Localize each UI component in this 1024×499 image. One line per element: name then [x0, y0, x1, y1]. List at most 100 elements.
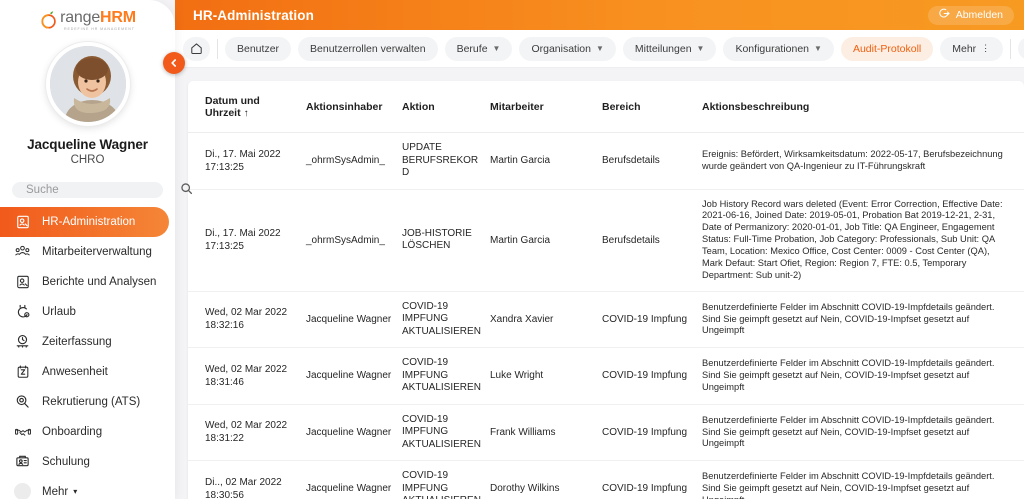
cell-owner: Jacqueline Wagner	[306, 291, 402, 349]
sidebar-item-hr-administration[interactable]: HR-Administration	[0, 206, 169, 237]
user-role: CHRO	[70, 153, 105, 166]
time-icon	[14, 334, 31, 349]
nav-pill-more[interactable]: Mehr ⋮	[940, 36, 1004, 61]
sidebar-item-rekrutierung-ats[interactable]: Rekrutierung (ATS)	[0, 387, 169, 417]
cell-area: COVID-19 Impfung	[602, 347, 702, 405]
logout-button[interactable]: Abmelden	[927, 5, 1014, 25]
cell-description: Benutzerdefinierte Felder im Abschnitt C…	[702, 291, 1024, 349]
cell-action: COVID-19 IMPFUNG AKTUALISIEREN	[402, 347, 490, 405]
home-icon[interactable]	[183, 36, 210, 61]
page-title: HR-Administration	[193, 7, 314, 23]
admin-icon	[14, 215, 31, 229]
table-header: Datum und Uhrzeit ↑ Aktionsinhaber Aktion…	[188, 81, 1024, 133]
nav-pill-berufe[interactable]: Berufe ▼	[444, 36, 513, 61]
table-row[interactable]: Wed, 02 Mar 2022 18:31:22 Jacqueline Wag…	[188, 404, 1024, 462]
search-input[interactable]	[26, 183, 180, 196]
table-row[interactable]: Di., 17. Mai 2022 17:13:25 _ohrmSysAdmin…	[188, 132, 1024, 190]
column-header-date[interactable]: Datum und Uhrzeit ↑	[188, 81, 306, 133]
recruitment-icon	[14, 394, 31, 409]
cell-area: COVID-19 Impfung	[602, 460, 702, 499]
navbar-actions: ?	[1010, 37, 1024, 60]
sidebar-item-zeiterfassung[interactable]: Zeiterfassung	[0, 327, 169, 357]
search-icon[interactable]	[180, 182, 193, 198]
column-header-employee[interactable]: Mitarbeiter	[490, 81, 602, 133]
nav-pill-label: Audit-Protokoll	[852, 42, 922, 55]
orange-logo-icon	[39, 10, 59, 30]
cell-owner: Jacqueline Wagner	[306, 347, 402, 405]
column-header-owner[interactable]: Aktionsinhaber	[306, 81, 402, 133]
column-header-area[interactable]: Bereich	[602, 81, 702, 133]
nav-pill-konfigurationen[interactable]: Konfigurationen ▼	[723, 36, 834, 61]
report-icon	[14, 275, 31, 289]
cell-description: Benutzerdefinierte Felder im Abschnitt C…	[702, 404, 1024, 462]
cell-action: COVID-19 IMPFUNG AKTUALISIEREN	[402, 404, 490, 462]
sidebar-item-label: Rekrutierung (ATS)	[42, 395, 141, 408]
nav-pill-label: Organisation	[531, 42, 591, 55]
brand-logo[interactable]: rangeHRM REDEFINE HR MANAGEMENT	[0, 0, 175, 36]
nav-pill-label: Konfigurationen	[735, 42, 810, 55]
sidebar-item-onboarding[interactable]: Onboarding	[0, 417, 169, 447]
table-row[interactable]: Wed, 02 Mar 2022 18:31:46 Jacqueline Wag…	[188, 347, 1024, 405]
training-icon	[14, 454, 31, 469]
cell-owner: _ohrmSysAdmin_	[306, 189, 402, 292]
cell-action: UPDATE BERUFSREKORD	[402, 132, 490, 190]
user-name: Jacqueline Wagner	[27, 136, 148, 152]
cell-employee: Martin Garcia	[490, 189, 602, 292]
avatar-container	[0, 41, 175, 126]
cell-date: Di., 17. Mai 2022 17:13:25	[188, 132, 306, 190]
nav-pill-organisation[interactable]: Organisation ▼	[519, 36, 616, 61]
nav-divider	[1010, 38, 1012, 59]
cell-action: COVID-19 IMPFUNG AKTUALISIEREN	[402, 291, 490, 349]
column-label: Datum und Uhrzeit	[205, 95, 260, 119]
nav-pill-mitteilungen[interactable]: Mitteilungen ▼	[622, 36, 717, 61]
chevron-down-icon: ▾	[73, 487, 78, 497]
topbar: HR-Administration Abmelden	[175, 0, 1024, 30]
sort-ascending-icon[interactable]: ↑	[243, 108, 249, 119]
more-dot-icon	[14, 483, 31, 499]
logout-icon	[939, 8, 950, 22]
cell-action: JOB-HISTORIE LÖSCHEN	[402, 189, 490, 292]
nav-more-label: Mehr	[952, 42, 977, 55]
kebab-icon: ⋮	[981, 43, 992, 53]
cell-area: Berufsdetails	[602, 132, 702, 190]
sidebar-item-anwesenheit[interactable]: Anwesenheit	[0, 357, 169, 387]
cell-description: Ereignis: Befördert, Wirksamkeitsdatum: …	[702, 132, 1024, 190]
sidebar-item-label: Mitarbeiterverwaltung	[42, 245, 152, 258]
column-header-action[interactable]: Aktion	[402, 81, 490, 133]
sidebar-item-berichte-und-analysen[interactable]: Berichte und Analysen	[0, 267, 169, 297]
table-row[interactable]: Wed, 02 Mar 2022 18:32:16 Jacqueline Wag…	[188, 291, 1024, 349]
table-row[interactable]: Di.., 02 Mar 2022 18:30:56 Jacqueline Wa…	[188, 460, 1024, 499]
cell-employee: Dorothy Wilkins	[490, 460, 602, 499]
sidebar-collapse-button[interactable]	[163, 52, 185, 74]
nav-pill-benutzer[interactable]: Benutzer	[225, 36, 292, 61]
sidebar-item-schulung[interactable]: Schulung	[0, 447, 169, 477]
search-container[interactable]	[12, 181, 193, 198]
sidebar-item-more[interactable]: Mehr ▾	[0, 477, 169, 499]
sidebar-item-label: Urlaub	[42, 305, 76, 318]
cell-date: Wed, 02 Mar 2022 18:31:46	[188, 347, 306, 405]
nav-pill-benutzerrollen-verwalten[interactable]: Benutzerrollen verwalten	[298, 36, 438, 61]
chevron-down-icon: ▼	[596, 44, 604, 53]
cell-date: Wed, 02 Mar 2022 18:32:16	[188, 291, 306, 349]
sidebar-item-urlaub[interactable]: Urlaub	[0, 297, 169, 327]
avatar[interactable]	[45, 41, 130, 126]
sidebar-item-label: Schulung	[42, 455, 90, 468]
sidebar-item-label: Anwesenheit	[42, 365, 108, 378]
cell-description: Benutzerdefinierte Felder im Abschnitt C…	[702, 460, 1024, 499]
cell-area: Berufsdetails	[602, 189, 702, 292]
nav-pill-label: Benutzerrollen verwalten	[310, 42, 426, 55]
sidebar-item-mitarbeiterverwaltung[interactable]: Mitarbeiterverwaltung	[0, 237, 169, 267]
cell-action: COVID-19 IMPFUNG AKTUALISIEREN	[402, 460, 490, 499]
table-header-row: Datum und Uhrzeit ↑ Aktionsinhaber Aktion…	[188, 81, 1024, 133]
people-icon	[14, 244, 31, 259]
cell-date: Di., 17. Mai 2022 17:13:25	[188, 189, 306, 292]
attendance-icon	[14, 365, 31, 379]
brand-name-part1: range	[60, 9, 101, 26]
nav-pill-audit-protokoll[interactable]: Audit-Protokoll	[840, 36, 934, 61]
cell-area: COVID-19 Impfung	[602, 404, 702, 462]
column-header-description[interactable]: Aktionsbeschreibung	[702, 81, 1024, 133]
filter-icon[interactable]	[1018, 37, 1024, 60]
table-row[interactable]: Di., 17. Mai 2022 17:13:25 _ohrmSysAdmin…	[188, 189, 1024, 292]
sidebar-item-label: Berichte und Analysen	[42, 275, 157, 288]
cell-date: Di.., 02 Mar 2022 18:30:56	[188, 460, 306, 499]
